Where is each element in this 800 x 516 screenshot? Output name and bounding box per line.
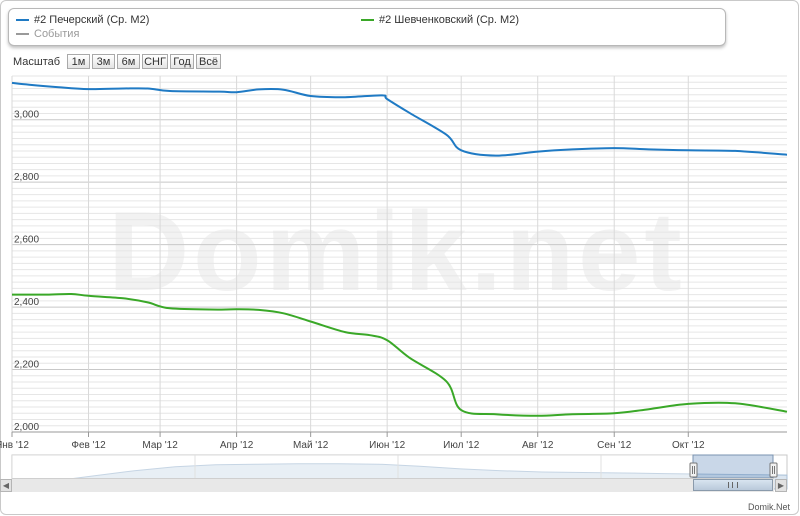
x-tick-label: Июн '12	[369, 440, 405, 451]
scroll-right-arrow-icon[interactable]: ▶	[775, 479, 787, 492]
x-tick-label: Сен '12	[597, 440, 632, 451]
y-tick-label: 2,600	[14, 235, 39, 246]
x-tick-label: Окт '12	[672, 440, 705, 451]
zoom-button-year[interactable]: Год	[170, 54, 194, 69]
navigator-handle-left[interactable]	[689, 462, 698, 478]
navigator-mask	[12, 455, 693, 478]
legend-label-pechersky: #2 Печерский (Ср. M2)	[34, 14, 150, 26]
zoom-button-1m[interactable]: 1м	[67, 54, 90, 69]
x-tick-label: Янв '12	[0, 440, 29, 451]
x-tick-label: Июл '12	[443, 440, 480, 451]
zoom-label: Масштаб	[13, 56, 61, 68]
credit-text: Domik.Net	[747, 502, 790, 512]
legend-item-events[interactable]: События	[16, 28, 79, 41]
legend-line-pechersky	[16, 19, 29, 22]
legend-item-shevchenkovsky[interactable]: #2 Шевченковский (Ср. M2)	[361, 14, 519, 27]
axis-layer: Янв '12 Фев '12 Мар '12 Апр '12 Май '12 Июн '…	[0, 110, 787, 451]
series-line-shevchenkovsky[interactable]	[11, 292, 788, 417]
x-tick-label: Апр '12	[220, 440, 254, 451]
grid-layer	[11, 75, 787, 433]
grip-icon	[728, 482, 738, 488]
navigator-scrollbar-track[interactable]	[12, 478, 774, 492]
x-tick-label: Май '12	[293, 440, 329, 451]
y-tick-label: 2,000	[14, 422, 39, 433]
legend: #2 Печерский (Ср. M2) #2 Шевченковский (…	[8, 8, 726, 46]
navigator-selection[interactable]	[692, 454, 774, 479]
watermark-text: Domik.net	[108, 189, 685, 314]
navigator-scrollbar-thumb[interactable]	[693, 479, 773, 491]
x-tick-label: Мар '12	[142, 440, 178, 451]
y-tick-label: 2,800	[14, 172, 39, 183]
legend-label-shevchenkovsky: #2 Шевченковский (Ср. M2)	[379, 14, 519, 26]
y-tick-label: 2,400	[14, 297, 39, 308]
zoom-button-all[interactable]: Всё	[196, 54, 221, 69]
series-line-pechersky[interactable]	[11, 81, 788, 157]
x-tick-label: Фев '12	[71, 440, 106, 451]
legend-label-events: События	[34, 28, 80, 40]
y-tick-label: 3,000	[14, 110, 39, 121]
scroll-left-arrow-icon[interactable]: ◀	[0, 479, 12, 492]
legend-item-pechersky[interactable]: #2 Печерский (Ср. M2)	[16, 14, 149, 27]
y-tick-label: 2,200	[14, 360, 39, 371]
navigator-handle-right[interactable]	[769, 462, 778, 478]
x-tick-label: Авг '12	[522, 440, 554, 451]
legend-line-shevchenkovsky	[361, 19, 374, 22]
zoom-button-6m[interactable]: 6м	[117, 54, 140, 69]
zoom-button-3m[interactable]: 3м	[92, 54, 115, 69]
zoom-button-ytd[interactable]: СНГ	[142, 54, 168, 69]
series-layer	[11, 81, 788, 417]
legend-line-events	[16, 33, 29, 36]
